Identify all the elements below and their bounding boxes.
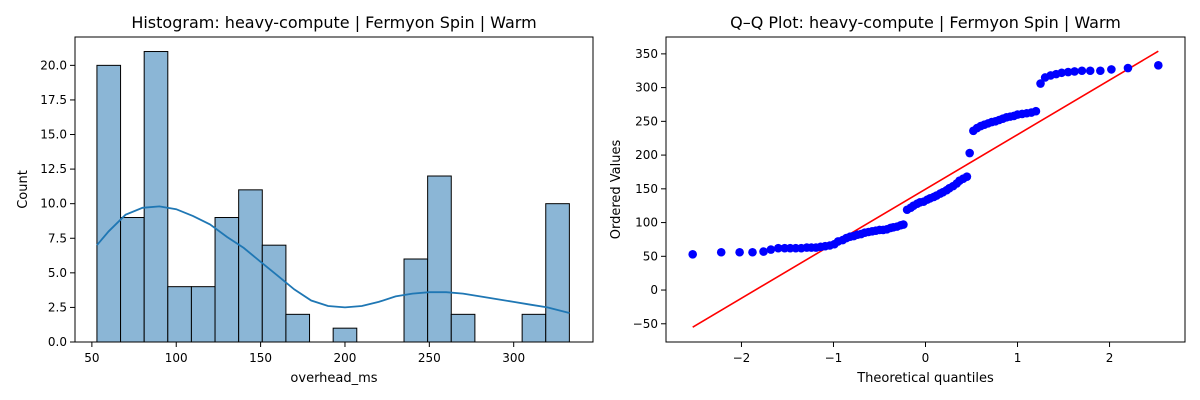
histogram-bar: [238, 189, 263, 343]
histogram-bar: [285, 313, 311, 343]
qq-point: [962, 172, 972, 181]
histogram-x-label: overhead_ms: [290, 371, 377, 386]
qq-x-label: Theoretical quantiles: [856, 371, 994, 386]
qq-point: [1077, 66, 1087, 76]
histogram-x-tick-label: 250: [418, 351, 441, 365]
histogram-y-tick-label: 0.0: [48, 335, 67, 349]
qq-plot-panel: Q–Q Plot: heavy-compute | Fermyon Spin |…: [609, 13, 1186, 386]
histogram-bar: [427, 175, 452, 343]
histogram-bar: [190, 286, 216, 343]
histogram-y-tick-label: 20.0: [40, 58, 67, 72]
histogram-y-tick-label: 5.0: [48, 266, 67, 280]
histogram-bar: [521, 313, 547, 343]
qq-point: [748, 247, 757, 257]
histogram-bar: [143, 51, 169, 343]
histogram-x-tick-label: 200: [334, 351, 357, 365]
histogram-x-tick-label: 100: [165, 351, 188, 365]
qq-point: [1036, 79, 1045, 88]
qq-y-tick-label: 100: [635, 216, 658, 230]
qq-y-tick-label: 150: [635, 182, 658, 196]
histogram-bar: [167, 286, 192, 343]
histogram-bar: [450, 313, 476, 343]
qq-point: [716, 247, 726, 257]
histogram-bar: [120, 217, 145, 343]
qq-point: [1085, 66, 1095, 76]
histogram-y-tick-label: 12.5: [40, 162, 67, 176]
qq-point: [1031, 106, 1041, 116]
qq-point: [759, 247, 768, 256]
qq-y-tick-label: 200: [635, 148, 658, 162]
histogram-x-tick-label: 150: [249, 351, 272, 365]
histogram-title: Histogram: heavy-compute | Fermyon Spin …: [131, 13, 536, 32]
qq-point: [1107, 65, 1116, 74]
qq-y-ticks: −50 0 50 100 150 200 250 300 350: [633, 47, 666, 331]
histogram-x-ticks: 50 100 150 200 250 300: [84, 342, 525, 365]
qq-axes-frame: [665, 36, 1186, 343]
qq-x-ticks: −2 −1 0 1 2: [733, 342, 1114, 365]
histogram-y-ticks: 0.0 2.5 5.0 7.5 10.0 12.5 15.0 17.5 20.0: [40, 58, 75, 349]
histogram-y-tick-label: 15.0: [40, 128, 67, 142]
qq-y-tick-label: 250: [635, 114, 658, 128]
qq-points: [688, 61, 1163, 259]
histogram-y-tick-label: 7.5: [48, 231, 67, 245]
qq-point: [735, 247, 744, 257]
histogram-axes-frame: [74, 36, 594, 343]
qq-y-tick-label: −50: [633, 317, 658, 331]
qq-point: [1154, 61, 1163, 70]
histogram-bar: [332, 327, 358, 343]
qq-x-tick-label: −1: [825, 351, 843, 365]
qq-y-tick-label: 0: [650, 283, 658, 297]
histogram-x-tick-label: 50: [84, 351, 99, 365]
qq-fit-line: [692, 50, 1159, 328]
histogram-panel: Histogram: heavy-compute | Fermyon Spin …: [16, 13, 594, 386]
qq-x-tick-label: −2: [733, 351, 751, 365]
qq-point: [1063, 67, 1073, 77]
qq-point: [1070, 67, 1079, 76]
histogram-x-tick-label: 300: [502, 351, 525, 365]
qq-y-tick-label: 350: [635, 47, 658, 61]
histogram-bar: [96, 64, 122, 343]
histogram-kde-line: [96, 205, 570, 314]
histogram-bar: [261, 244, 287, 343]
histogram-y-tick-label: 17.5: [40, 93, 67, 107]
qq-x-tick-label: 1: [1014, 351, 1022, 365]
qq-point: [766, 245, 776, 254]
qq-point: [688, 249, 697, 259]
histogram-bars: [96, 51, 570, 343]
qq-point: [1057, 68, 1066, 78]
qq-y-tick-label: 300: [635, 81, 658, 95]
qq-x-tick-label: 0: [922, 351, 930, 365]
qq-y-label: Ordered Values: [609, 140, 624, 240]
qq-point: [1096, 66, 1105, 76]
qq-plot-title: Q–Q Plot: heavy-compute | Fermyon Spin |…: [730, 13, 1121, 32]
histogram-y-tick-label: 10.0: [40, 197, 67, 211]
qq-point: [773, 243, 783, 253]
histogram-bar: [545, 203, 570, 343]
qq-point: [965, 148, 974, 158]
qq-point: [1123, 63, 1133, 73]
histogram-y-label: Count: [16, 170, 31, 209]
qq-y-tick-label: 50: [643, 249, 658, 263]
qq-x-tick-label: 2: [1106, 351, 1114, 365]
histogram-y-tick-label: 2.5: [48, 300, 67, 314]
histogram-bar: [403, 258, 429, 343]
qq-point: [899, 220, 908, 229]
